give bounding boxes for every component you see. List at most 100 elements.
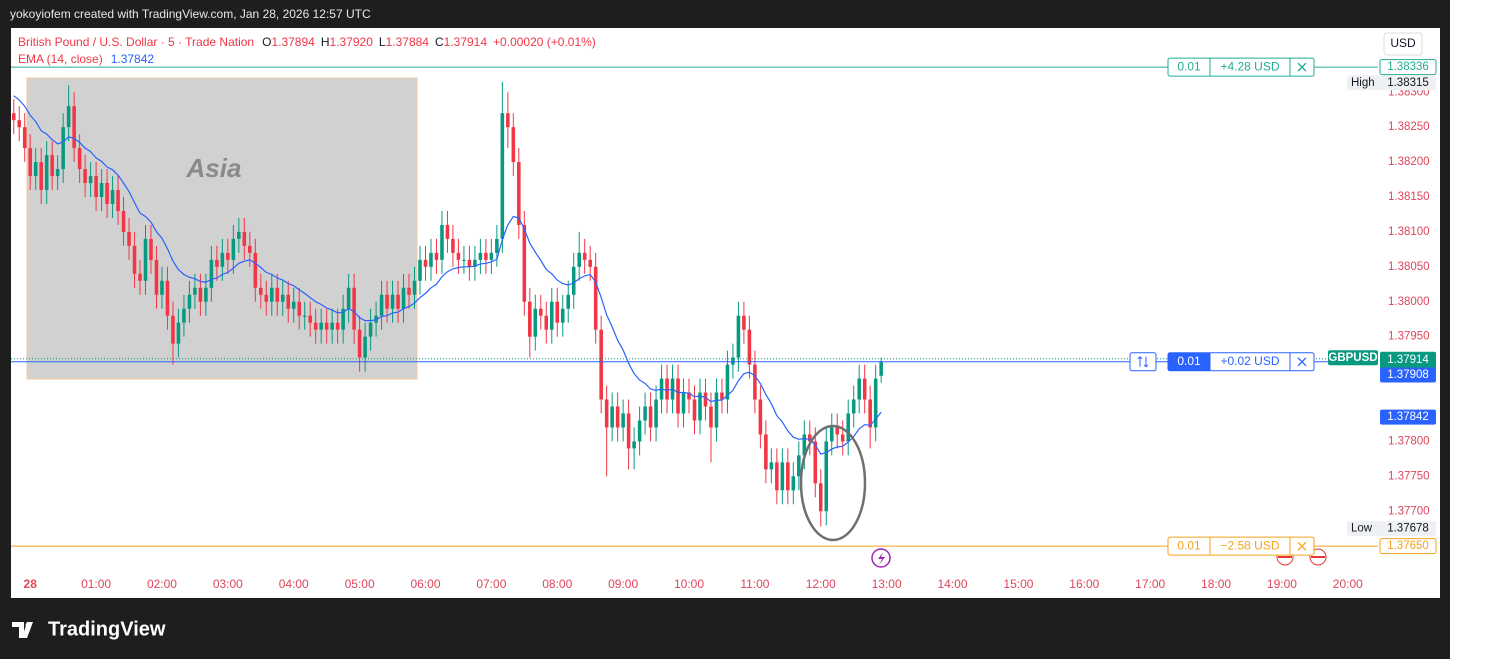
trade-pnl: +4.28 USD — [1220, 59, 1279, 73]
marker-label: 1.37908 — [1387, 369, 1429, 381]
close-icon[interactable] — [1297, 62, 1307, 72]
candle-body — [176, 322, 181, 344]
candle-body — [868, 399, 872, 428]
ohlc-name: H — [321, 35, 330, 49]
candle-body — [835, 427, 840, 435]
candle-body — [544, 315, 549, 330]
symbol-badge — [1328, 350, 1378, 366]
x-tick-label: 04:00 — [279, 577, 309, 591]
candle-body — [873, 378, 878, 428]
candle-body — [248, 245, 252, 253]
candle-body — [105, 183, 109, 204]
ohlc-value: 1.37914 — [444, 35, 488, 49]
x-tick-label: 20:00 — [1333, 577, 1363, 591]
trade-badge — [1167, 536, 1315, 556]
candle-body — [193, 287, 197, 295]
y-tick-label: 1.38250 — [1388, 121, 1430, 133]
candle-body — [725, 364, 730, 400]
candle-body — [154, 259, 159, 295]
candle-body — [127, 231, 131, 246]
x-tick-label: 12:00 — [806, 577, 836, 591]
candle-body — [423, 259, 428, 267]
trade-qty: 0.01 — [1177, 354, 1201, 368]
x-tick-label: 17:00 — [1135, 577, 1165, 591]
candle-body — [204, 287, 208, 302]
candle-body — [791, 476, 796, 491]
candle-body — [291, 301, 296, 309]
candle-body — [780, 462, 785, 491]
reverse-icon[interactable] — [1137, 356, 1149, 368]
candle-body — [720, 392, 724, 400]
candle-body — [28, 148, 32, 177]
session-box — [26, 77, 418, 380]
candle-body — [341, 308, 345, 330]
candle-body — [577, 252, 581, 267]
x-tick-label: 03:00 — [213, 577, 243, 591]
candle-body — [500, 113, 505, 239]
candle-body — [769, 462, 774, 470]
candle-body — [736, 315, 741, 358]
candle-body — [253, 252, 258, 288]
candle-body — [198, 287, 203, 302]
x-tick-label: 14:00 — [938, 577, 968, 591]
candle-body — [533, 308, 538, 337]
candle-body — [478, 252, 483, 260]
ema-box — [1380, 409, 1436, 425]
candle-body — [506, 113, 510, 128]
ema-name: EMA (14, close) — [18, 52, 103, 66]
candle-body — [775, 462, 779, 491]
candle-body — [335, 322, 340, 330]
candle-body — [555, 301, 560, 323]
candle-body — [753, 364, 757, 400]
candle-body — [269, 287, 274, 302]
candle-body — [72, 106, 76, 149]
x-tick-label: 01:00 — [81, 577, 111, 591]
candle-body — [709, 406, 713, 428]
candle-body — [286, 294, 291, 309]
x-tick-label: 28 — [24, 577, 38, 591]
candle-body — [456, 252, 461, 260]
candle-body — [379, 294, 384, 316]
ohlc-name: O — [262, 35, 271, 49]
y-tick-label: 1.38150 — [1388, 191, 1430, 203]
x-tick-label: 13:00 — [872, 577, 902, 591]
y-tick-label: 1.38200 — [1388, 156, 1430, 168]
candle-body — [275, 287, 280, 302]
currency-box[interactable] — [1383, 32, 1423, 56]
candle-body — [632, 441, 636, 449]
candle-body — [237, 231, 241, 239]
candle-body — [33, 162, 38, 177]
plot — [11, 81, 883, 527]
candle-body — [396, 294, 400, 309]
candle-body — [324, 322, 329, 330]
candle-body — [802, 434, 807, 456]
candle-body — [747, 329, 752, 365]
candle-body — [165, 280, 170, 316]
legend: British Pound / U.S. Dollar · 5 · Trade … — [18, 35, 596, 49]
trade-qty: 0.01 — [1177, 538, 1201, 552]
candle-body — [352, 287, 356, 330]
brand-name: TradingView — [48, 618, 166, 640]
currency[interactable]: USD — [1390, 36, 1416, 50]
candle-body — [77, 148, 82, 170]
x-tick-label: 09:00 — [608, 577, 638, 591]
close-icon[interactable] — [1297, 357, 1307, 367]
price-label: 1.37650 — [1387, 540, 1429, 552]
candle-body — [786, 462, 790, 491]
candle-body — [654, 399, 658, 428]
candle-body — [357, 329, 362, 358]
trade-pnl: −2.58 USD — [1220, 538, 1279, 552]
candle-body — [434, 252, 439, 260]
close-icon[interactable] — [1297, 541, 1307, 551]
candle-body — [571, 266, 576, 295]
candle-body — [407, 287, 411, 295]
candle-body — [61, 127, 65, 170]
candle-body — [94, 176, 98, 197]
price-label-box — [1379, 59, 1437, 76]
ohlc-value: 1.37894 — [271, 35, 315, 49]
candle-body — [215, 259, 219, 267]
candle-body — [840, 434, 845, 442]
candle-body — [599, 329, 603, 400]
